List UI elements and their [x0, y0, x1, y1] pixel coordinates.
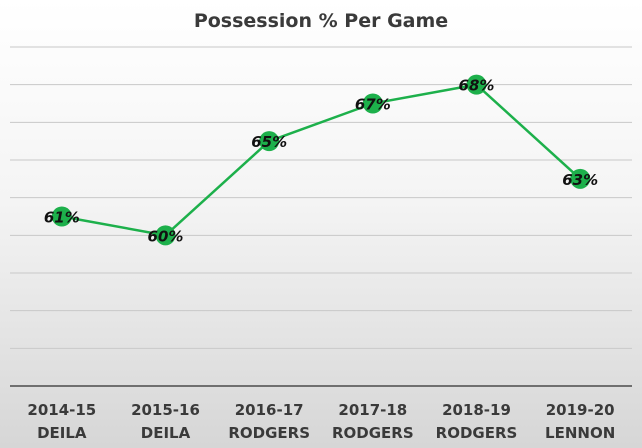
series-line-layer — [61, 83, 582, 237]
data-label: 68% — [459, 77, 495, 95]
x-tick-label: LENNON — [545, 424, 615, 442]
x-tick-labels: 2014-15 DEILA 2015-16 DEILA 2016-17 RODGERS 20… — [27, 401, 615, 442]
x-tick-label: 2019-20 — [546, 401, 615, 419]
x-tick-label: DEILA — [141, 424, 191, 442]
chart-title: Possession % Per Game — [194, 10, 448, 32]
data-points — [51, 74, 591, 246]
data-labels: 61% 60% 65% 67% 68% 63% — [44, 77, 598, 246]
x-tick-label: 2018-19 — [442, 401, 511, 419]
x-tick-label: RODGERS — [228, 424, 310, 442]
data-label: 60% — [148, 227, 184, 245]
data-label: 63% — [562, 171, 598, 189]
data-point — [51, 206, 72, 227]
data-point — [362, 93, 383, 114]
x-tick-label: 2017-18 — [338, 401, 407, 419]
x-tick-label: DEILA — [37, 424, 87, 442]
x-tick-label: 2015-16 — [131, 401, 200, 419]
data-point — [259, 131, 280, 152]
x-tick-label: RODGERS — [332, 424, 414, 442]
data-point — [155, 225, 176, 246]
data-point — [466, 74, 487, 95]
data-label: 67% — [355, 96, 391, 114]
x-tick-label: RODGERS — [436, 424, 518, 442]
data-point — [570, 168, 591, 189]
x-tick-label: 2014-15 — [27, 401, 96, 419]
gridlines — [10, 46, 632, 349]
data-label: 65% — [251, 133, 287, 151]
series-line — [61, 83, 582, 237]
data-label: 61% — [44, 209, 80, 227]
x-tick-label: 2016-17 — [235, 401, 304, 419]
